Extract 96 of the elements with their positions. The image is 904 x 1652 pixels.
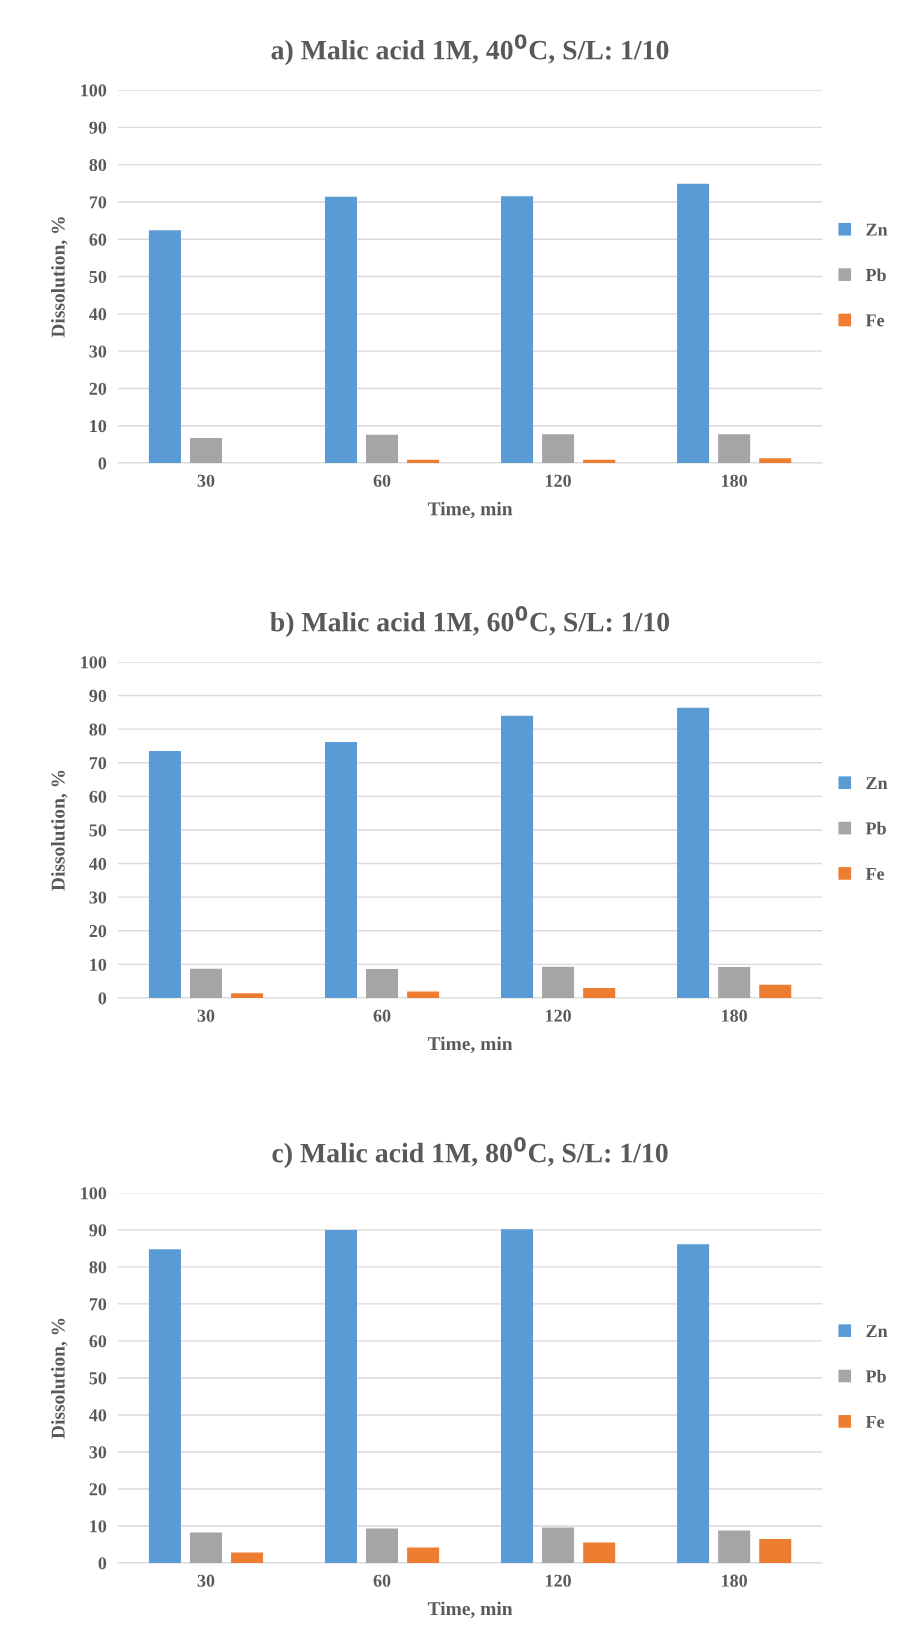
y-tick-label: 70 [89, 196, 107, 209]
x-tick-label: 120 [546, 1574, 571, 1587]
y-tick-label: 80 [89, 158, 107, 172]
bar [759, 984, 792, 998]
y-tick-label: 0 [98, 992, 107, 1005]
y-axis-title: Dissolution, % [51, 770, 68, 891]
bar [583, 1542, 616, 1563]
bar [407, 1547, 440, 1563]
y-tick-label: 60 [89, 233, 107, 246]
bar [501, 196, 534, 464]
legend-label: Fe [865, 314, 885, 327]
x-tick-label: 180 [722, 1009, 748, 1022]
y-tick-label: 100 [81, 84, 107, 97]
bar [189, 438, 223, 464]
bar [718, 967, 751, 998]
y-tick-label: 50 [89, 270, 107, 283]
bar [677, 707, 710, 998]
y-tick-label: 50 [89, 824, 107, 837]
bar [189, 1532, 223, 1563]
y-tick-label: 90 [89, 121, 107, 134]
y-tick-label: 60 [89, 790, 107, 803]
legend-label: Pb [865, 268, 886, 282]
y-axis-title: Dissolution, % [51, 217, 68, 338]
y-tick-label: 100 [81, 1187, 107, 1200]
y-axis-title: Dissolution, % [51, 1318, 68, 1439]
legend-label: Pb [865, 1369, 886, 1383]
y-tick-label: 30 [89, 891, 107, 904]
x-tick-label: 60 [373, 1009, 391, 1022]
x-tick-label: 180 [722, 474, 748, 487]
bar [148, 230, 181, 464]
bar [366, 1528, 399, 1563]
y-tick-label: 80 [89, 1261, 107, 1274]
bar [231, 1552, 264, 1563]
x-tick-label: 60 [373, 1574, 391, 1587]
bar [366, 969, 399, 998]
bar [759, 458, 792, 464]
y-tick-label: 90 [89, 1224, 107, 1237]
bar [501, 715, 534, 998]
bar [718, 434, 751, 464]
y-tick-label: 90 [89, 689, 107, 702]
legend-label: Zn [866, 1325, 888, 1337]
x-axis-title: Time, min [427, 1036, 513, 1054]
y-tick-label: 70 [89, 757, 107, 770]
x-tick-label: 180 [722, 1574, 748, 1587]
bar [677, 183, 710, 464]
x-tick-label: 30 [197, 1009, 215, 1022]
x-tick-label: 120 [546, 1009, 571, 1022]
y-tick-label: 10 [90, 958, 107, 971]
y-tick-label: 30 [89, 345, 107, 358]
legend-label: Fe [865, 867, 885, 880]
legend-label: Pb [865, 821, 886, 835]
bar [148, 1249, 181, 1563]
bar [366, 434, 399, 464]
bar [189, 968, 223, 998]
chart-title: b) Malic acid 1M, 60$^{0}$C, S/L: 1/10 [270, 606, 670, 638]
chart-title: a) Malic acid 1M, 40$^{0}$C, S/L: 1/10 [271, 34, 669, 66]
y-tick-label: 70 [89, 1298, 107, 1311]
legend-label: Zn [866, 223, 888, 236]
bar [677, 1244, 710, 1563]
x-axis-title: Time, min [427, 1601, 513, 1619]
y-tick-label: 60 [89, 1335, 107, 1348]
y-tick-label: 50 [89, 1372, 107, 1385]
x-tick-label: 120 [546, 474, 571, 487]
y-tick-label: 100 [81, 656, 107, 669]
bar [148, 751, 181, 998]
bar [718, 1530, 751, 1563]
chart-title: c) Malic acid 1M, 80$^{0}$C, S/L: 1/10 [272, 1137, 668, 1169]
x-tick-label: 60 [373, 474, 391, 487]
y-tick-label: 40 [89, 857, 107, 871]
legend-label: Zn [866, 777, 888, 789]
bar [542, 1527, 575, 1563]
y-tick-label: 40 [89, 1409, 107, 1422]
x-axis-title: Time, min [427, 501, 513, 519]
y-tick-label: 0 [98, 1557, 107, 1570]
x-tick-label: 30 [197, 1574, 215, 1587]
y-tick-label: 0 [98, 457, 107, 470]
bar [542, 966, 575, 998]
bar [583, 987, 616, 998]
y-tick-label: 10 [90, 420, 107, 433]
bar [407, 991, 440, 998]
y-tick-label: 20 [89, 925, 107, 938]
y-tick-label: 20 [89, 1483, 107, 1496]
bar [324, 1229, 357, 1563]
bar [324, 741, 357, 998]
bar [542, 434, 575, 464]
bar [501, 1229, 534, 1563]
y-tick-label: 30 [89, 1446, 107, 1459]
bar [231, 993, 264, 998]
y-tick-label: 10 [90, 1520, 107, 1533]
y-tick-label: 40 [89, 308, 107, 321]
bar [759, 1538, 792, 1563]
legend-label: Fe [865, 1415, 885, 1428]
y-tick-label: 80 [89, 723, 107, 736]
bar [324, 196, 357, 464]
x-tick-label: 30 [197, 474, 215, 487]
y-tick-label: 20 [89, 382, 107, 395]
